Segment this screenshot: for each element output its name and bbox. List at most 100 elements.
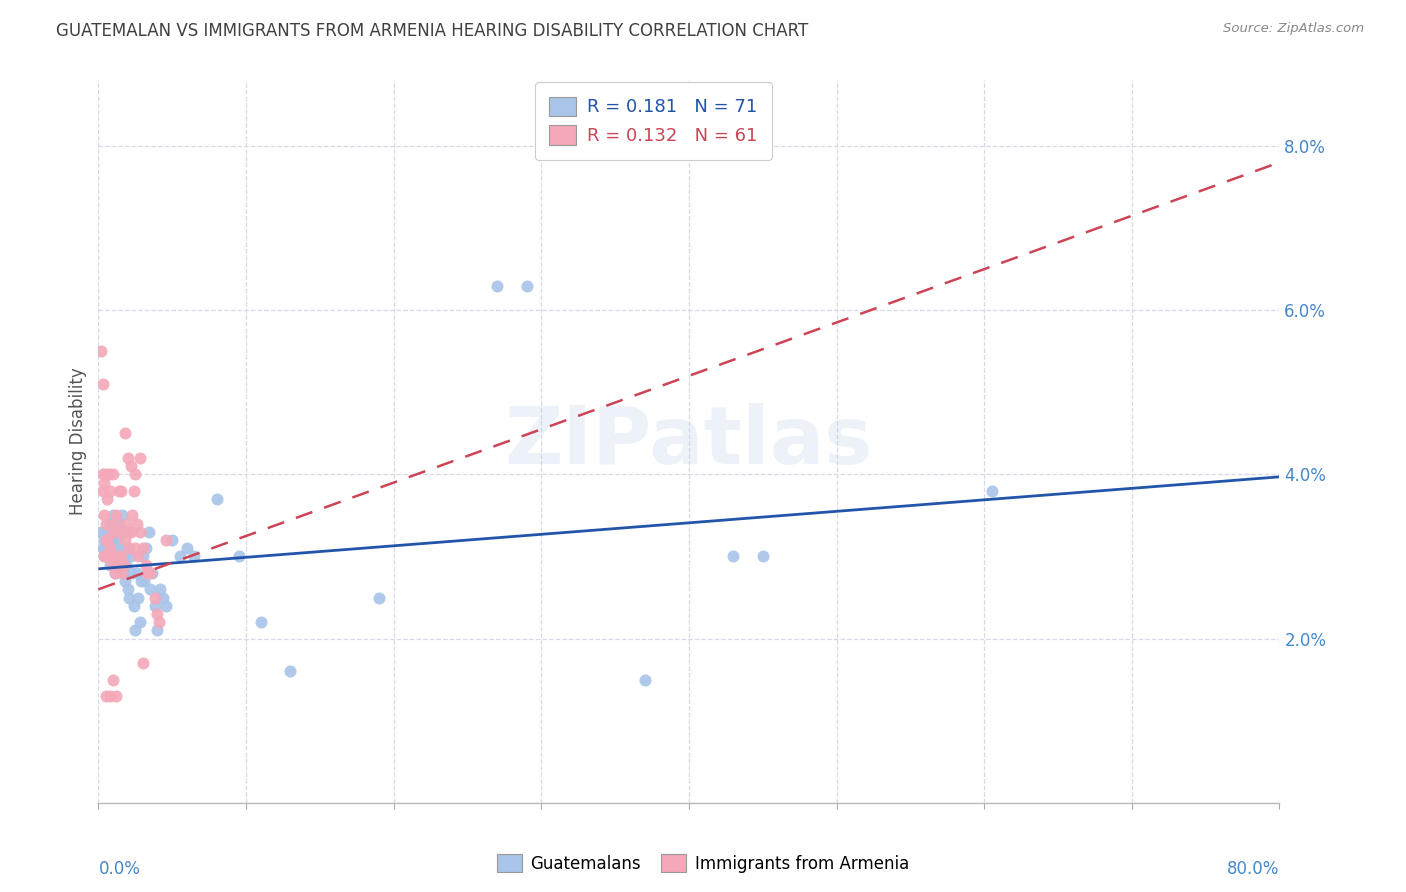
Point: [111, 508, 134, 523]
Point: [107, 549, 129, 564]
Point: [112, 558, 135, 572]
Point: [97, 467, 120, 482]
Point: [368, 591, 391, 605]
Point: [104, 549, 127, 564]
Point: [127, 549, 149, 564]
Point: [141, 566, 163, 580]
Point: [114, 574, 136, 588]
Point: [134, 574, 156, 588]
Text: 0.0%: 0.0%: [98, 860, 141, 879]
Text: Source: ZipAtlas.com: Source: ZipAtlas.com: [1223, 22, 1364, 36]
Point: [980, 483, 1002, 498]
Point: [486, 278, 509, 293]
Point: [114, 426, 136, 441]
Point: [146, 607, 169, 621]
Point: [93, 475, 115, 490]
Point: [183, 549, 205, 564]
Point: [143, 599, 166, 613]
Point: [132, 541, 155, 556]
Point: [148, 615, 170, 630]
Point: [100, 549, 122, 564]
Point: [117, 524, 139, 539]
Point: [752, 549, 775, 564]
Point: [155, 599, 177, 613]
Point: [91, 541, 114, 556]
Point: [121, 508, 143, 523]
Point: [107, 524, 129, 539]
Point: [108, 541, 131, 556]
Point: [169, 549, 191, 564]
Point: [129, 574, 152, 588]
Point: [112, 566, 135, 580]
Point: [96, 549, 118, 564]
Point: [94, 524, 117, 539]
Point: [136, 566, 159, 580]
Point: [110, 524, 132, 539]
Point: [105, 689, 128, 703]
Point: [128, 450, 150, 465]
Point: [152, 591, 174, 605]
Point: [98, 689, 121, 703]
Point: [280, 665, 302, 679]
Point: [93, 508, 115, 523]
Point: [97, 541, 120, 556]
Point: [91, 467, 114, 482]
Point: [120, 524, 142, 539]
Point: [122, 483, 145, 498]
Point: [108, 549, 131, 564]
Point: [124, 624, 146, 638]
Point: [111, 541, 134, 556]
Point: [135, 541, 157, 556]
Point: [98, 516, 121, 531]
Y-axis label: Hearing Disability: Hearing Disability: [69, 368, 87, 516]
Point: [96, 533, 118, 547]
Point: [125, 566, 148, 580]
Point: [112, 524, 135, 539]
Point: [103, 524, 125, 539]
Point: [91, 377, 114, 392]
Point: [128, 524, 150, 539]
Point: [97, 549, 120, 564]
Point: [162, 533, 183, 547]
Point: [91, 483, 114, 498]
Point: [98, 558, 121, 572]
Point: [96, 491, 118, 506]
Point: [117, 582, 139, 597]
Point: [125, 516, 148, 531]
Point: [228, 549, 250, 564]
Point: [103, 541, 125, 556]
Point: [98, 541, 121, 556]
Point: [111, 566, 134, 580]
Point: [98, 483, 121, 498]
Point: [103, 467, 125, 482]
Point: [132, 657, 155, 671]
Point: [128, 615, 150, 630]
Point: [105, 524, 128, 539]
Point: [117, 541, 139, 556]
Point: [120, 549, 142, 564]
Point: [723, 549, 745, 564]
Point: [100, 549, 122, 564]
Point: [104, 516, 127, 531]
Text: ZIPatlas: ZIPatlas: [505, 402, 873, 481]
Point: [94, 541, 117, 556]
Point: [90, 524, 112, 539]
Point: [104, 566, 127, 580]
Point: [124, 467, 146, 482]
Point: [93, 549, 115, 564]
Point: [136, 566, 159, 580]
Point: [110, 549, 132, 564]
Point: [516, 278, 538, 293]
Point: [149, 582, 172, 597]
Point: [96, 549, 118, 564]
Point: [103, 508, 125, 523]
Point: [105, 541, 128, 556]
Point: [94, 533, 117, 547]
Point: [132, 549, 155, 564]
Point: [138, 524, 160, 539]
Point: [105, 558, 128, 572]
Point: [118, 541, 141, 556]
Text: 80.0%: 80.0%: [1227, 860, 1279, 879]
Legend: Guatemalans, Immigrants from Armenia: Guatemalans, Immigrants from Armenia: [491, 847, 915, 880]
Point: [143, 591, 166, 605]
